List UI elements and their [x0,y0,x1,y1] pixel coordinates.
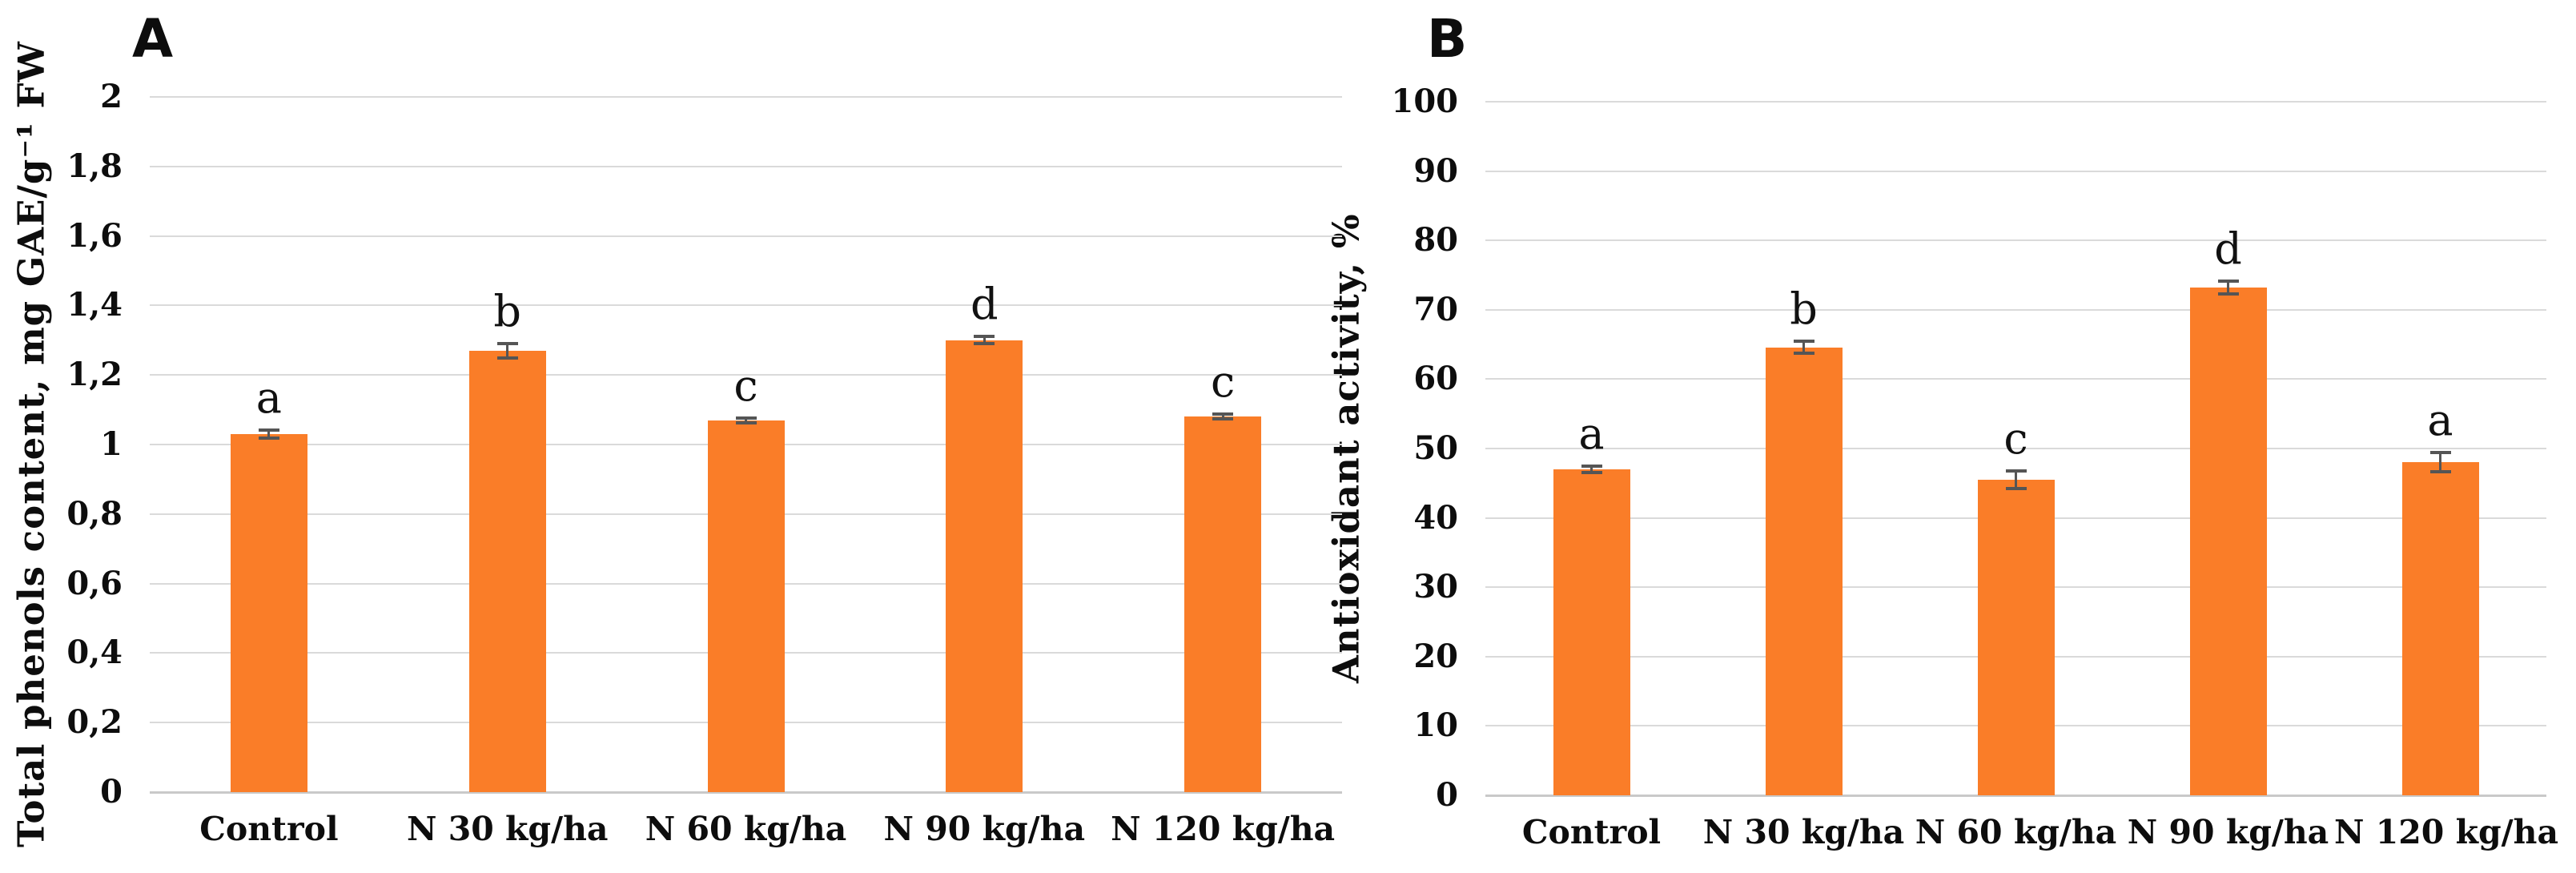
error-bar-n-90-kg-ha [983,336,986,344]
gridline [150,96,1342,98]
y-tick-label: 100 [1391,82,1459,120]
x-axis-line [150,791,1342,794]
x-axis-label-n-30-kg-ha: N 30 kg/ha [406,810,609,848]
error-bar-cap-top-n-60-kg-ha [2005,469,2027,473]
y-tick-label: 20 [1413,637,1458,675]
gridline [150,304,1342,307]
x-axis-label-n-60-kg-ha: N 60 kg/ha [645,810,847,848]
gridline [150,374,1342,376]
y-tick-label: 10 [1413,706,1458,745]
error-bar-cap-bottom-n-60-kg-ha [735,420,757,424]
sig-letter-n-90-kg-ha: d [2214,223,2242,275]
y-tick-label: 1,2 [66,356,123,394]
y-tick-label: 1 [100,425,123,463]
bar-n-120-kg-ha [1184,416,1262,792]
x-axis-label-n-90-kg-ha: N 90 kg/ha [2127,813,2329,851]
y-tick-label: 40 [1413,498,1458,537]
x-axis-label-n-30-kg-ha: N 30 kg/ha [1702,813,1905,851]
gridline [150,235,1342,237]
y-tick-label: 0 [1436,776,1458,814]
gridline [1485,308,2546,311]
error-bar-cap-top-n-90-kg-ha [2217,280,2239,284]
x-axis-label-n-120-kg-ha: N 120 kg/ha [2334,813,2559,851]
y-tick-label: 0,8 [66,494,123,533]
error-bar-cap-top-n-60-kg-ha [735,416,757,420]
y-tick-label: 0 [100,773,123,811]
gridline [1485,239,2546,242]
error-bar-cap-top-n-120-kg-ha [2429,451,2451,455]
x-axis-label-n-90-kg-ha: N 90 kg/ha [883,810,1086,848]
y-tick-label: 80 [1413,221,1458,259]
error-bar-cap-top-control [1581,464,1602,468]
bar-n-60-kg-ha [707,420,785,792]
y-tick-label: 0,6 [66,564,123,602]
gridline [150,165,1342,167]
bar-n-30-kg-ha [468,350,546,792]
error-bar-cap-top-n-90-kg-ha [974,335,995,339]
error-bar-n-120-kg-ha [2439,453,2441,473]
error-bar-cap-bottom-n-120-kg-ha [1212,417,1234,421]
error-bar-n-120-kg-ha [1221,414,1224,420]
error-bar-n-60-kg-ha [2015,470,2017,489]
bar-n-60-kg-ha [1977,479,2055,795]
error-bar-n-60-kg-ha [745,417,747,423]
y-tick-label: 30 [1413,568,1458,606]
sig-letter-control: a [255,372,282,423]
bar-n-30-kg-ha [1765,347,1843,795]
sig-letter-n-60-kg-ha: c [2003,412,2028,464]
gridline [1485,101,2546,103]
error-bar-cap-bottom-n-30-kg-ha [496,356,518,360]
bar-control [230,433,307,792]
error-bar-cap-bottom-n-30-kg-ha [1793,352,1814,356]
error-bar-cap-bottom-control [258,436,279,441]
x-axis-label-control: Control [199,810,339,848]
sig-letter-n-30-kg-ha: b [493,286,521,337]
x-axis-label-control: Control [1521,813,1662,851]
error-bar-cap-bottom-n-120-kg-ha [2429,470,2451,474]
error-bar-cap-top-control [258,428,279,432]
y-tick-label: 2 [100,78,123,115]
y-tick-label: 0,4 [66,634,123,672]
y-tick-label: 1,4 [66,286,123,324]
error-bar-cap-bottom-n-60-kg-ha [2005,487,2027,491]
gridline [1485,448,2546,449]
error-bar-n-90-kg-ha [2227,281,2229,294]
panel-label-a: A [132,8,174,70]
gridline [1485,378,2546,380]
sig-letter-n-60-kg-ha: c [733,360,758,411]
error-bar-control [267,429,271,439]
y-tick-label: 60 [1413,360,1458,398]
x-axis-line [1485,795,2546,797]
error-bar-cap-bottom-control [1581,471,1602,475]
bar-n-90-kg-ha [946,340,1023,792]
error-bar-cap-bottom-n-90-kg-ha [974,342,995,346]
y-tick-label: 1,8 [66,147,123,185]
y-tick-label: 1,6 [66,216,123,255]
sig-letter-n-120-kg-ha: a [2427,395,2453,446]
sig-letter-n-120-kg-ha: c [1210,356,1236,408]
x-axis-label-n-120-kg-ha: N 120 kg/ha [1111,810,1336,848]
error-bar-cap-top-n-30-kg-ha [496,342,518,346]
error-bar-n-30-kg-ha [506,344,509,358]
x-axis-label-n-60-kg-ha: N 60 kg/ha [1915,813,2117,851]
y-tick-label: 90 [1413,151,1458,190]
error-bar-n-30-kg-ha [1802,340,1805,354]
sig-letter-control: a [1578,408,1605,459]
error-bar-cap-top-n-120-kg-ha [1212,412,1234,416]
bar-n-90-kg-ha [2189,288,2267,795]
y-tick-label: 0,2 [66,703,123,742]
y-tick-label: 50 [1413,429,1458,467]
y-tick-label: 70 [1413,290,1458,328]
error-bar-cap-bottom-n-90-kg-ha [2217,292,2239,296]
panel-label-b: B [1427,8,1468,70]
gridline [1485,170,2546,172]
bar-control [1553,469,1630,795]
bar-n-120-kg-ha [2401,462,2479,795]
error-bar-cap-top-n-30-kg-ha [1793,339,1814,343]
error-bar-control [1590,465,1593,473]
sig-letter-n-90-kg-ha: d [971,279,999,330]
sig-letter-n-30-kg-ha: b [1790,283,1818,334]
